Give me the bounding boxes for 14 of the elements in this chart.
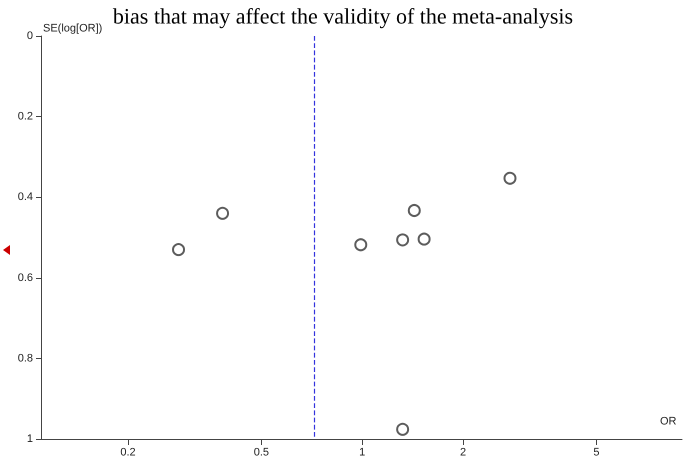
x-tick-label: 2 <box>460 446 466 458</box>
chart-title: bias that may affect the validity of the meta-analysis <box>112 4 574 28</box>
y-tick-label: 0 <box>26 30 33 42</box>
x-tick-label: 0.5 <box>254 446 270 458</box>
y-tick-label: 0.6 <box>18 272 33 284</box>
y-tick-label: 0.2 <box>18 110 33 123</box>
y-tick-label: 0.4 <box>18 191 33 204</box>
x-tick-label: 1 <box>359 446 366 458</box>
x-axis-title: OR <box>660 416 677 428</box>
x-tick-label: 5 <box>593 446 600 458</box>
x-tick-label: 0.2 <box>120 446 136 458</box>
y-axis-title: SE(log[OR]) <box>43 22 102 34</box>
y-tick-label: 0.8 <box>18 352 33 364</box>
y-tick-label: 1 <box>26 433 33 445</box>
